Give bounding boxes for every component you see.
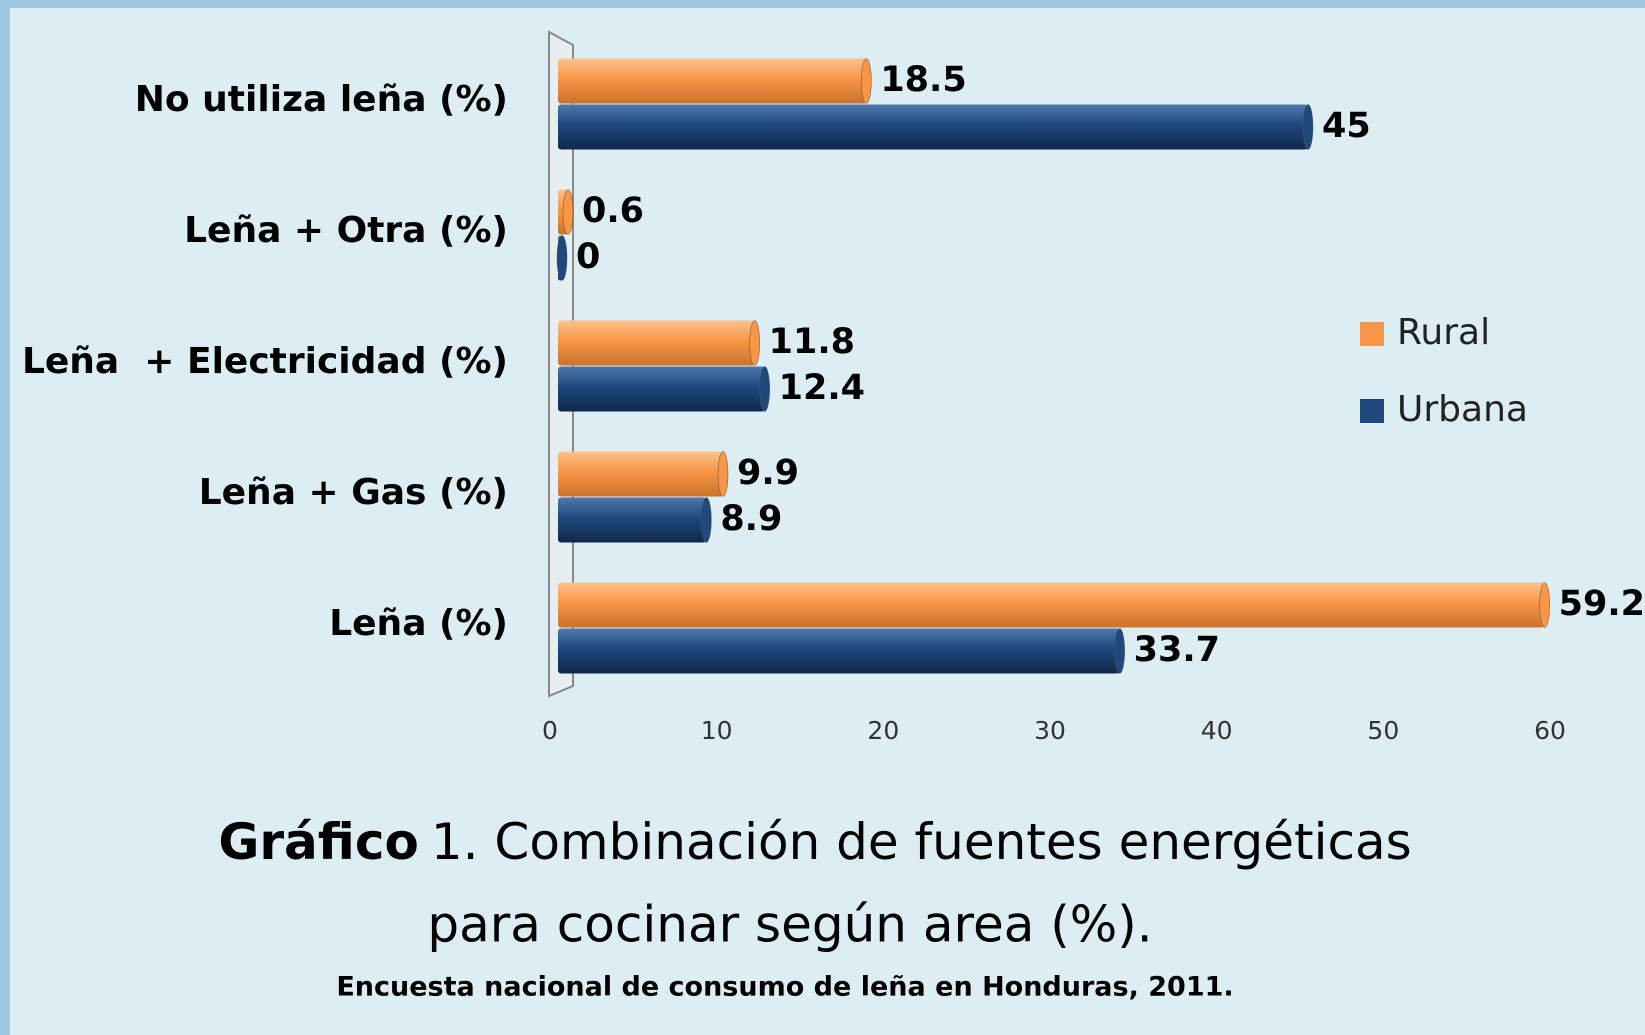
bar — [558, 366, 765, 412]
data-label: 9.9 — [737, 453, 799, 493]
x-tick-label: 30 — [1034, 716, 1066, 745]
data-label: 8.9 — [720, 499, 782, 539]
legend-label: Urbana — [1397, 389, 1528, 430]
bar — [558, 582, 1545, 628]
bar — [558, 58, 867, 104]
background — [10, 8, 1645, 1035]
bar — [558, 104, 1308, 150]
bar-cap — [861, 58, 872, 104]
title-bold: Gráfico — [218, 813, 419, 871]
chart-title: Gráfico 1. Combinación de fuentes energét… — [218, 813, 1411, 871]
title-line: 1. Combinación de fuentes energéticas — [431, 813, 1412, 871]
bar-cap — [562, 189, 574, 235]
data-label: 33.7 — [1134, 630, 1220, 670]
bar-cap — [1302, 104, 1314, 150]
data-label: 11.8 — [769, 322, 855, 362]
y-tick-label: Leña + Otra (%) — [184, 210, 508, 251]
x-tick-label: 20 — [867, 716, 899, 745]
y-tick-label: Leña + Electricidad (%) — [22, 341, 508, 382]
x-tick-label: 10 — [701, 716, 733, 745]
y-tick-label: Leña + Gas (%) — [199, 472, 508, 513]
bar-cap — [556, 235, 568, 281]
data-label: 0.6 — [582, 191, 644, 231]
bar-cap — [1539, 582, 1550, 628]
bar — [558, 628, 1120, 674]
legend-swatch — [1360, 322, 1384, 346]
bar — [558, 451, 723, 497]
data-label: 12.4 — [779, 368, 865, 408]
legend-swatch — [1360, 399, 1384, 423]
data-label: 45 — [1322, 106, 1371, 146]
data-label: 59.2 — [1559, 584, 1645, 624]
data-label: 18.5 — [880, 60, 966, 100]
bar-cap — [717, 451, 729, 497]
bar — [558, 497, 707, 543]
bar-cap — [1114, 628, 1125, 674]
y-tick-label: No utiliza leña (%) — [135, 79, 508, 120]
x-tick-label: 40 — [1201, 716, 1233, 745]
bar-cap — [749, 320, 760, 366]
x-tick-label: 50 — [1367, 716, 1399, 745]
x-tick-label: 0 — [542, 716, 558, 745]
chart-subtitle: Encuesta nacional de consumo de leña en … — [336, 972, 1233, 1003]
y-tick-label: Leña (%) — [329, 603, 508, 644]
data-label: 0 — [576, 237, 600, 277]
legend-label: Rural — [1397, 312, 1490, 353]
bar-cap — [701, 497, 712, 543]
x-tick-label: 60 — [1534, 716, 1566, 745]
bar-cap — [759, 366, 770, 412]
chart-title-line: para cocinar según area (%). — [427, 896, 1152, 954]
bar — [558, 320, 755, 366]
